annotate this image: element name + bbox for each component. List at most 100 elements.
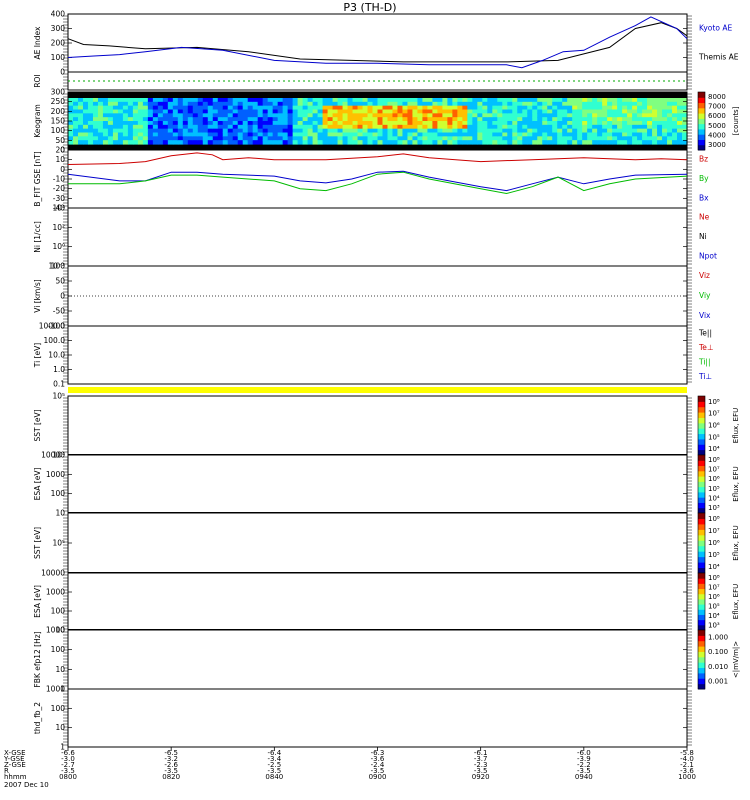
y-tick-label: 100 [51, 704, 66, 713]
keogram-cell [292, 105, 299, 111]
y-tick-label: 10⁵ [52, 392, 65, 401]
keogram-cell [232, 124, 239, 130]
keogram-cell [312, 113, 319, 118]
keogram-cell [117, 113, 124, 118]
keogram-cell [297, 128, 304, 134]
y-tick-label: 100 [51, 645, 66, 654]
keogram-cell [487, 128, 493, 134]
keogram-cell [152, 113, 159, 118]
keogram-cell [217, 101, 224, 107]
keogram-cell [337, 109, 344, 114]
keogram-cell [367, 136, 374, 141]
y-axis-label: Ti [eV] [33, 343, 42, 368]
keogram-cell [407, 117, 414, 122]
keogram-cell [162, 132, 169, 137]
keogram-cell [427, 105, 434, 111]
keogram-cell [272, 124, 279, 130]
keogram-cell [617, 117, 623, 122]
colorbar-swatch [698, 118, 705, 125]
keogram-cell [382, 113, 389, 118]
keogram-cell [567, 132, 573, 137]
keogram-cell [187, 136, 194, 141]
keogram-cell [462, 101, 468, 107]
panel-frame [67, 512, 688, 574]
keogram-cell [637, 121, 643, 126]
keogram-cell [127, 121, 134, 126]
keogram-cell [277, 140, 284, 145]
keogram-cell [237, 140, 244, 145]
keogram-cell [217, 132, 224, 137]
keogram-cell [392, 109, 399, 114]
keogram-cell [132, 117, 139, 122]
keogram-cell [162, 101, 169, 107]
keogram-cell [197, 124, 204, 130]
keogram-cell [337, 98, 344, 103]
keogram-cell [222, 132, 229, 137]
keogram-cell [592, 136, 598, 141]
keogram-cell [477, 98, 483, 103]
keogram-cell [562, 140, 568, 145]
keogram-cell [202, 124, 209, 130]
keogram-cell [622, 113, 628, 118]
keogram-cell [222, 109, 229, 114]
keogram-cell [202, 140, 209, 145]
keogram-cell [132, 121, 139, 126]
keogram-cell [657, 136, 663, 141]
keogram-cell [417, 113, 424, 118]
keogram-cell [497, 105, 503, 111]
keogram-cell [142, 105, 149, 111]
keogram-cell [547, 132, 553, 137]
keogram-cell [507, 136, 513, 141]
keogram-cell [407, 101, 414, 107]
keogram-cell [127, 136, 134, 141]
keogram-cell [452, 136, 458, 141]
keogram-cell [77, 98, 84, 103]
keogram-cell [547, 128, 553, 134]
keogram-cell [577, 121, 583, 126]
keogram-cell [317, 128, 324, 134]
keogram-cell [352, 136, 359, 141]
keogram-cell [197, 136, 204, 141]
keogram-cell [77, 105, 84, 111]
keogram-cell [342, 136, 349, 141]
y-tick-label: 10⁰ [52, 242, 65, 251]
keogram-cell [362, 113, 369, 118]
keogram-cell [582, 113, 588, 118]
keogram-cell [402, 109, 409, 114]
keogram-cell [347, 109, 354, 114]
keogram-cell [592, 101, 598, 107]
colorbar-swatch [698, 460, 705, 467]
keogram-cell [482, 124, 488, 130]
keogram-cell [487, 140, 493, 145]
keogram-cell [492, 132, 498, 137]
y-tick-label: 400 [51, 10, 66, 19]
keogram-cell [517, 109, 523, 114]
keogram-cell [87, 136, 94, 141]
keogram-cell [302, 117, 309, 122]
panel-frame [67, 207, 688, 267]
keogram-cell [217, 124, 224, 130]
keogram-cell [272, 98, 279, 103]
keogram-cell [277, 132, 284, 137]
keogram-cell [312, 109, 319, 114]
keogram-cell [277, 117, 284, 122]
keogram-cell [427, 132, 434, 137]
keogram-cell [352, 128, 359, 134]
keogram-cell [572, 117, 578, 122]
colorbar-swatch [698, 551, 705, 558]
keogram-cell [557, 117, 563, 122]
keogram-cell [287, 140, 294, 145]
keogram-cell [377, 124, 384, 130]
keogram-cell [182, 98, 189, 103]
keogram-cell [68, 98, 74, 103]
keogram-cell [122, 105, 129, 111]
keogram-cell [672, 136, 678, 141]
keogram-cell [357, 117, 364, 122]
keogram-cell [177, 101, 184, 107]
keogram-cell [602, 136, 608, 141]
keogram-cell [247, 113, 254, 118]
keogram-cell [382, 117, 389, 122]
keogram-cell [122, 101, 129, 107]
